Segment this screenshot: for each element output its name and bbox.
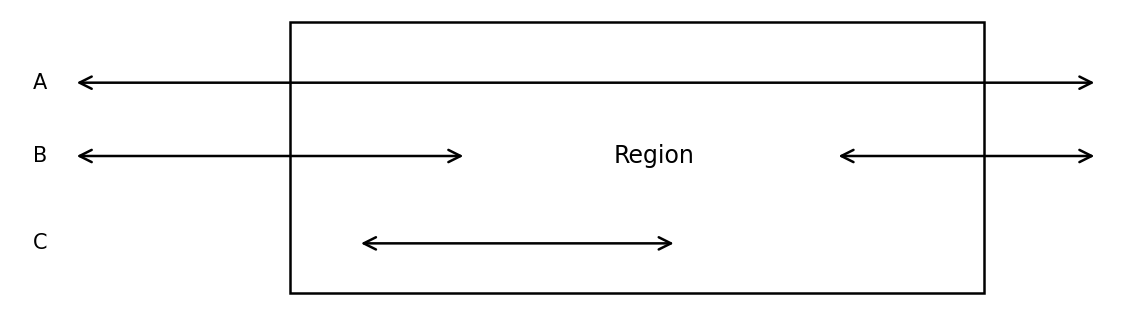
Text: Region: Region bbox=[613, 144, 695, 168]
Text: A: A bbox=[33, 73, 47, 93]
Text: C: C bbox=[33, 233, 47, 253]
Bar bbox=[290, 22, 984, 293]
Text: B: B bbox=[33, 146, 47, 166]
